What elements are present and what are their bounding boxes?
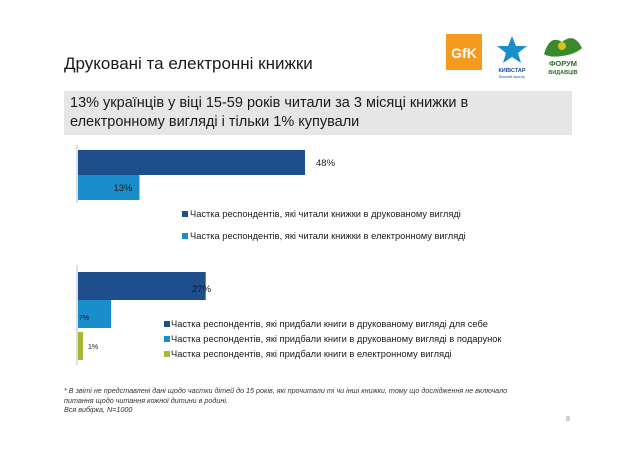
gfk-logo-text: GfK — [451, 45, 477, 61]
gfk-logo: GfK — [446, 34, 482, 70]
legend-read-electronic: Частка респондентів, які читали книжки в… — [190, 231, 466, 241]
kyivstar-logo-subtext: Вільний простір — [499, 75, 525, 79]
footnote-line2: питання щодо читання кожної дитини в род… — [64, 395, 228, 405]
bar-buy-electronic-label: 1% — [88, 344, 98, 351]
legend-buy-electronic: Частка респондентів, які придбали книги … — [171, 349, 452, 359]
legend-swatch-buy-print-gift — [164, 336, 170, 342]
legend-swatch-read-electronic — [182, 233, 188, 239]
forum-logo-text1: ФОРУМ — [549, 59, 577, 68]
legend-buy-print-self: Частка респондентів, які придбали книги … — [171, 319, 488, 329]
bar-buy-electronic — [78, 332, 83, 360]
bar-read-print-label: 48% — [316, 158, 336, 169]
bar-buy-print-self-label: 27% — [192, 284, 212, 295]
chart-reading: 48% 13% Частка респондентів, які читали … — [76, 145, 466, 241]
bar-buy-print-gift — [78, 300, 112, 328]
footnote: * В звіті не представлені дані щодо част… — [64, 386, 564, 415]
forum-logo-text2: ВИДАВЦІВ — [548, 70, 577, 76]
chart-buying: 27% 7% 1% Частка респондентів, які придб… — [76, 265, 502, 365]
legend-buy-print-gift: Частка респондентів, які придбали книги … — [171, 334, 502, 344]
bar-read-electronic — [78, 175, 140, 200]
page-number: 8 — [566, 416, 570, 423]
forum-logo: ФОРУМ ВИДАВЦІВ — [544, 38, 582, 76]
bar-buy-print-self — [78, 272, 206, 300]
subtitle-text: 13% українців у віці 15-59 років читали … — [70, 95, 469, 130]
logos: GfK КИЇВСТАР Вільний простір ФОРУМ ВИДАВ… — [446, 34, 582, 79]
kyivstar-logo: КИЇВСТАР Вільний простір — [497, 36, 527, 79]
bar-read-electronic-label: 13% — [113, 183, 133, 194]
bar-read-print — [78, 150, 305, 175]
legend-swatch-read-print — [182, 211, 188, 217]
bar-buy-print-gift-label: 7% — [79, 315, 89, 322]
legend-swatch-buy-electronic — [164, 351, 170, 357]
legend-swatch-buy-print-self — [164, 321, 170, 327]
kyivstar-logo-text: КИЇВСТАР — [498, 67, 525, 74]
footnote-sample: Вся вибірка, N=1000 — [64, 405, 133, 414]
subtitle-box: 13% українців у віці 15-59 років читали … — [64, 91, 572, 135]
legend-read-print: Частка респондентів, які читали книжки в… — [190, 209, 461, 219]
footnote-line1: * В звіті не представлені дані щодо част… — [64, 386, 508, 395]
slide-title: Друковані та електронні книжки — [64, 54, 313, 73]
